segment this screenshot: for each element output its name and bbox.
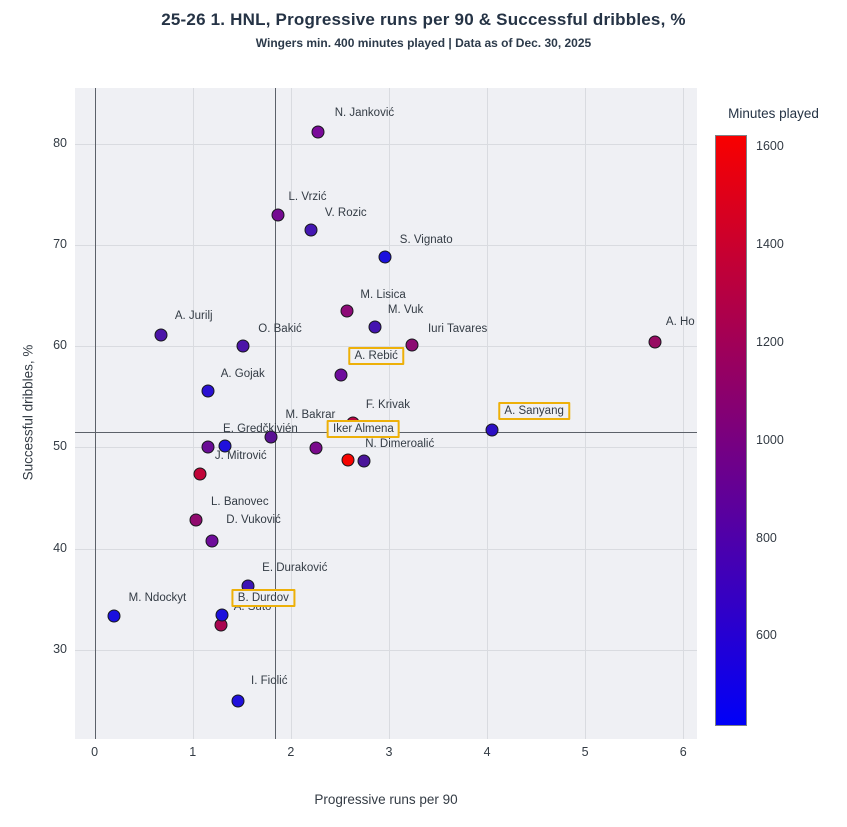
y-gridline xyxy=(75,447,697,449)
chart-title: 25-26 1. HNL, Progressive runs per 90 & … xyxy=(161,10,686,29)
point-label: E. Gredčkivién xyxy=(223,423,298,436)
y-gridline xyxy=(75,548,697,550)
x-tick-label: 1 xyxy=(189,745,197,759)
data-point xyxy=(368,320,382,334)
y-tick-label: 70 xyxy=(53,236,67,251)
colorbar-tick-label: 1400 xyxy=(756,237,784,252)
data-point xyxy=(405,338,418,352)
point-label: A. Ho xyxy=(665,315,695,328)
colorbar-tick-label: 1200 xyxy=(756,334,784,349)
data-point xyxy=(264,430,278,444)
point-label-highlighted: Iker Almena xyxy=(327,420,400,439)
y-tick-label: 80 xyxy=(53,135,67,150)
y-tick-label: 60 xyxy=(53,338,67,353)
x-tick-label: 2 xyxy=(287,745,295,759)
point-label: D. Vuković xyxy=(226,514,281,527)
data-point xyxy=(215,608,229,622)
point-label: O. Bakić xyxy=(258,322,302,335)
point-label-highlighted: A. Rebić xyxy=(348,347,404,366)
point-label: J. Mitrović xyxy=(214,449,267,462)
y-gridline xyxy=(75,346,697,348)
x-tick-label: 0 xyxy=(91,745,99,759)
data-point xyxy=(648,335,662,349)
point-label: A. Jurilj xyxy=(174,309,213,322)
point-label: M. Bakrar xyxy=(285,409,336,422)
data-point xyxy=(309,441,323,455)
data-point xyxy=(334,368,348,382)
point-label: F. Krivak xyxy=(365,398,410,411)
data-point xyxy=(189,513,203,527)
data-point xyxy=(357,454,371,468)
data-point xyxy=(193,467,207,481)
point-label-highlighted: B. Durdov xyxy=(231,589,295,608)
x-tick-label: 5 xyxy=(581,745,589,759)
x-tick-label: 6 xyxy=(679,745,687,759)
data-point xyxy=(107,609,121,623)
x-tick-label: 4 xyxy=(483,745,491,759)
data-point xyxy=(201,440,215,454)
point-label: I. Fiolić xyxy=(251,675,288,688)
point-label: E. Duraković xyxy=(262,561,328,574)
x-gridline xyxy=(388,88,390,739)
x-gridline xyxy=(487,88,489,739)
data-point xyxy=(154,328,168,342)
colorbar-title: Minutes played xyxy=(728,106,819,121)
y-gridline xyxy=(75,649,697,651)
chart-subtitle: Wingers min. 400 minutes played | Data a… xyxy=(255,36,592,50)
colorbar-tick-label: 600 xyxy=(756,628,777,643)
zero-line xyxy=(94,88,96,739)
data-point xyxy=(201,384,215,398)
x-gridline xyxy=(192,88,194,739)
point-label: A. Gojak xyxy=(220,367,265,380)
data-point xyxy=(341,453,355,467)
data-point xyxy=(271,208,285,222)
data-point xyxy=(231,694,245,708)
y-axis-title: Successful dribbles, % xyxy=(20,344,36,481)
point-label: M. Lisica xyxy=(360,288,406,301)
y-tick-label: 30 xyxy=(53,641,67,656)
y-gridline xyxy=(75,244,697,246)
x-gridline xyxy=(683,88,685,739)
point-label: V. Rozic xyxy=(324,206,367,219)
mean-line-vertical xyxy=(275,88,277,739)
data-point xyxy=(340,304,354,318)
point-label: Iuri Tavares xyxy=(427,322,488,335)
colorbar-gradient xyxy=(715,135,747,726)
data-point xyxy=(485,423,499,437)
x-tick-label: 3 xyxy=(385,745,393,759)
y-tick-label: 40 xyxy=(53,540,67,555)
y-gridline xyxy=(75,143,697,145)
point-label: L. Banovec xyxy=(211,496,269,509)
colorbar-tick-label: 800 xyxy=(756,530,777,545)
point-label-highlighted: A. Sanyang xyxy=(498,401,570,420)
point-label: S. Vignato xyxy=(399,233,453,246)
point-label: M. Vuk xyxy=(387,303,424,316)
colorbar-tick-label: 1000 xyxy=(756,432,784,447)
x-axis-title: Progressive runs per 90 xyxy=(314,792,458,807)
colorbar-tick-label: 1600 xyxy=(756,139,784,154)
data-point xyxy=(311,125,325,139)
x-gridline xyxy=(290,88,292,739)
x-gridline xyxy=(585,88,587,739)
point-label: L. Vrzić xyxy=(288,191,327,204)
data-point xyxy=(205,534,219,548)
data-point xyxy=(236,339,250,353)
point-label: N. Janković xyxy=(334,107,395,120)
y-tick-label: 50 xyxy=(53,439,67,454)
data-point xyxy=(218,439,232,453)
data-point xyxy=(378,250,392,264)
point-label: M. Ndockyt xyxy=(128,592,187,605)
data-point xyxy=(304,223,318,237)
point-label: N. Dimeroalić xyxy=(365,438,435,451)
plot-area xyxy=(75,88,697,739)
